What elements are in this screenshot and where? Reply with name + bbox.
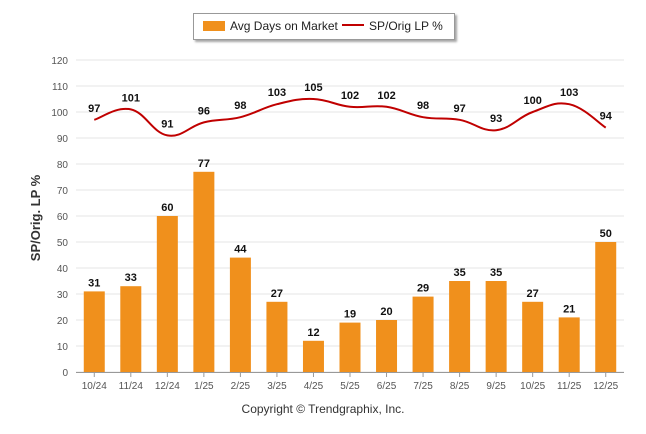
line-data-label: 103 [268, 87, 286, 99]
bar [83, 291, 105, 372]
x-tick-label: 11/24 [119, 381, 144, 392]
bar [595, 242, 617, 372]
x-tick-label: 1/25 [194, 381, 214, 392]
bar [376, 320, 398, 372]
line-data-label: 103 [560, 87, 578, 99]
x-tick-label: 7/25 [413, 381, 433, 392]
x-tick-label: 11/25 [557, 381, 582, 392]
line-series [93, 97, 607, 137]
bar-data-label: 77 [198, 158, 210, 170]
y-tick-label: 80 [57, 160, 69, 171]
bar [522, 301, 544, 372]
line-data-label: 98 [417, 100, 429, 112]
bar-data-label: 12 [307, 327, 319, 339]
y-tick-label: 20 [57, 316, 69, 327]
x-tick-label: 12/24 [155, 381, 180, 392]
line-swatch-icon [342, 24, 364, 26]
line-data-label: 101 [122, 92, 140, 104]
x-tick-label: 6/25 [377, 381, 397, 392]
bar [302, 340, 324, 372]
line-data-label: 100 [523, 95, 541, 107]
bar-data-label: 44 [234, 244, 247, 256]
bar-data-label: 19 [344, 309, 356, 321]
y-axis-title: SP/Orig. LP % [28, 174, 43, 261]
y-tick-label: 110 [52, 82, 68, 93]
line-data-label: 97 [88, 103, 100, 115]
bar-data-label: 29 [417, 283, 429, 295]
legend-item-bars[interactable]: Avg Days on Market [203, 19, 338, 33]
y-tick-label: 30 [57, 290, 69, 301]
legend-label-line: SP/Orig LP % [369, 19, 443, 33]
legend-item-line[interactable]: SP/Orig LP % [342, 19, 443, 33]
bar-data-label: 27 [527, 288, 539, 300]
legend-label-bars: Avg Days on Market [230, 19, 338, 33]
y-tick-label: 90 [57, 134, 69, 145]
axes: 0 10 20 30 40 50 60 70 80 90 100 110 120 10/24 11/24 12… [51, 56, 624, 392]
line-data-label: 97 [453, 103, 465, 115]
bar-data-label: 33 [125, 272, 137, 284]
data-labels: 31 33 60 77 44 27 12 19 20 29 35 35 27 21 50 97 101 91 96 9… [88, 82, 613, 339]
bar-data-label: 20 [380, 306, 392, 318]
copyright-text: Copyright © Trendgraphix, Inc. [241, 402, 405, 416]
y-tick-label: 50 [57, 238, 69, 249]
x-tick-label: 2/25 [231, 381, 251, 392]
bar [193, 171, 215, 372]
bar [229, 257, 251, 372]
bar-data-label: 27 [271, 288, 283, 300]
bar [120, 286, 142, 372]
y-tick-label: 120 [51, 56, 68, 67]
sp-orig-lp-line [93, 97, 607, 137]
bar [412, 296, 434, 372]
bar-series [83, 171, 617, 372]
legend: Avg Days on Market SP/Orig LP % [193, 13, 455, 40]
x-tick-label: 5/25 [340, 381, 360, 392]
bar [558, 317, 580, 372]
line-data-label: 96 [198, 105, 210, 117]
x-tick-label: 8/25 [450, 381, 470, 392]
bar-data-label: 35 [490, 267, 502, 279]
x-tick-label: 10/25 [520, 381, 545, 392]
bar-data-label: 50 [600, 228, 612, 240]
bar [485, 281, 507, 372]
bar-data-label: 21 [563, 303, 575, 315]
y-tick-label: 0 [62, 368, 68, 379]
x-tick-label: 10/24 [82, 381, 107, 392]
x-tick-label: 9/25 [486, 381, 506, 392]
line-data-label: 105 [304, 82, 322, 94]
x-tick-label: 12/25 [593, 381, 618, 392]
line-data-label: 91 [161, 118, 173, 130]
bar-data-label: 60 [161, 202, 173, 214]
y-tick-label: 100 [51, 108, 68, 119]
line-data-label: 94 [600, 111, 613, 123]
line-data-label: 98 [234, 100, 246, 112]
bar-data-label: 31 [88, 277, 100, 289]
bar-data-label: 35 [453, 267, 465, 279]
y-tick-label: 10 [57, 342, 69, 353]
bar-swatch-icon [203, 21, 225, 31]
line-data-label: 102 [377, 90, 395, 102]
bar [339, 322, 361, 372]
x-tick-label: 3/25 [267, 381, 287, 392]
bar [156, 216, 178, 372]
line-data-label: 93 [490, 113, 502, 125]
bar [266, 301, 288, 372]
bar [449, 281, 471, 372]
x-tick-label: 4/25 [304, 381, 324, 392]
y-tick-label: 60 [57, 212, 69, 223]
y-tick-label: 70 [57, 186, 69, 197]
y-tick-label: 40 [57, 264, 69, 275]
line-data-label: 102 [341, 90, 359, 102]
